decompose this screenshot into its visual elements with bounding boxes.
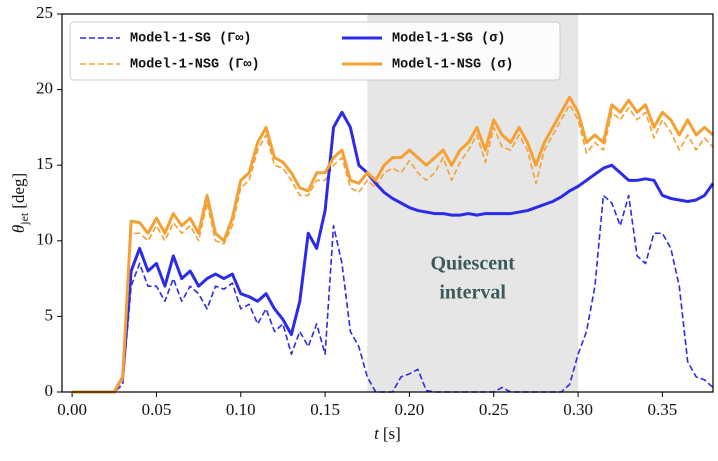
y-axis-symbol: θ bbox=[9, 225, 28, 233]
x-tick-label: 0.10 bbox=[226, 400, 256, 419]
y-tick-label: 10 bbox=[36, 230, 53, 249]
y-tick-label: 0 bbox=[45, 381, 54, 400]
x-tick-label: 0.35 bbox=[648, 400, 678, 419]
y-tick-label: 20 bbox=[36, 79, 53, 98]
legend-box bbox=[69, 21, 561, 81]
series-line bbox=[72, 110, 715, 394]
x-tick-label: 0.20 bbox=[395, 400, 425, 419]
x-axis-unit: [s] bbox=[383, 424, 401, 443]
axes: 0.00 0.05 0.10 0.15 0.20 0.25 0.30 0.35 0 5 10 15 20… bbox=[9, 3, 677, 443]
y-tick-label: 15 bbox=[36, 154, 53, 173]
overlay: Quiescent interval Model-1-SG (Γ∞) Model-1-… bbox=[61, 13, 714, 393]
y-axis-unit: [deg] bbox=[9, 173, 28, 209]
x-tick-label: 0.05 bbox=[142, 400, 172, 419]
legend-label: Model-1-SG (Γ∞) bbox=[130, 32, 252, 47]
legend-label: Model-1-NSG (σ) bbox=[392, 58, 514, 73]
x-axis-symbol: t bbox=[374, 424, 380, 443]
x-tick-label: 0.25 bbox=[479, 400, 509, 419]
x-tick-label: 0.15 bbox=[310, 400, 340, 419]
x-axis-label: t [s] bbox=[374, 424, 401, 443]
y-axis-label: θjet [deg] bbox=[9, 173, 31, 233]
x-tick-label: 0.00 bbox=[57, 400, 87, 419]
annotation: interval bbox=[439, 282, 506, 304]
legend-label: Model-1-NSG (Γ∞) bbox=[130, 58, 260, 73]
y-tick-label: 5 bbox=[45, 305, 54, 324]
plot-frame bbox=[61, 13, 714, 393]
annotation: Quiescent bbox=[430, 253, 515, 275]
series-line bbox=[72, 95, 715, 394]
legend-label: Model-1-SG (σ) bbox=[392, 32, 505, 47]
x-tick-label: 0.30 bbox=[563, 400, 593, 419]
y-tick-label: 25 bbox=[36, 3, 53, 22]
y-axis-subscript: jet bbox=[17, 212, 31, 226]
